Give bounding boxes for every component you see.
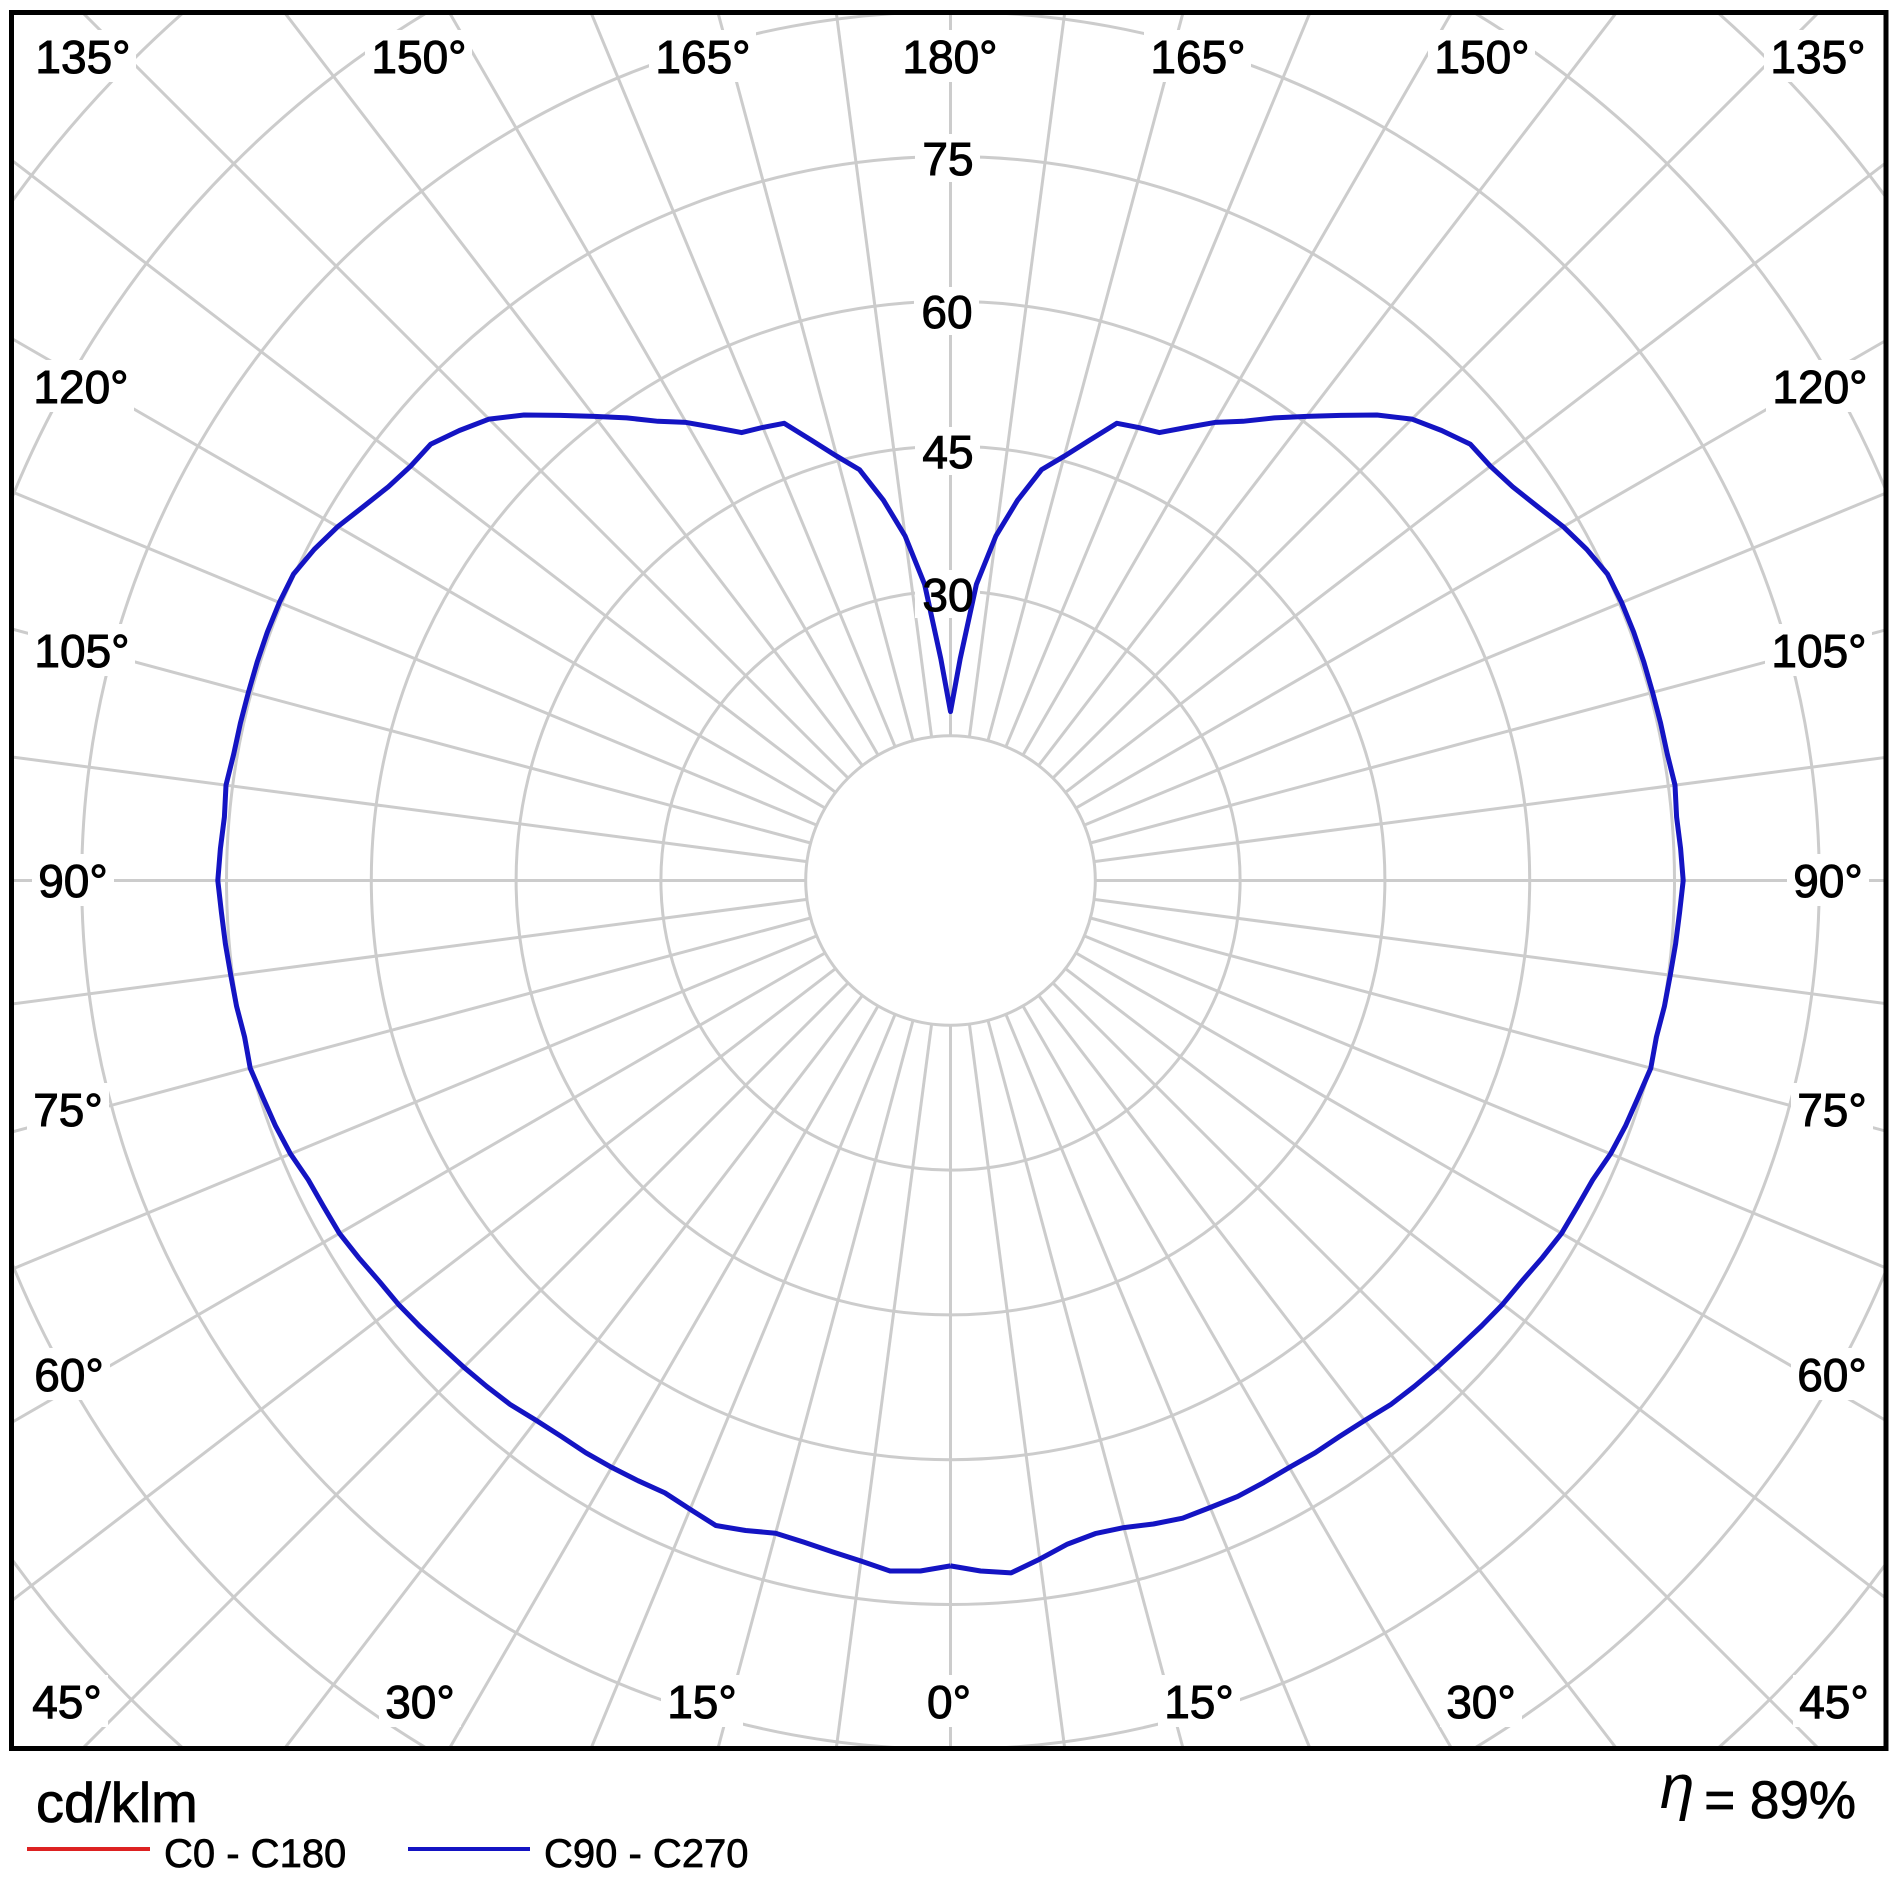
svg-text:75°: 75°	[1797, 1084, 1867, 1136]
svg-text:45: 45	[922, 426, 973, 478]
svg-text:30°: 30°	[1446, 1676, 1516, 1728]
svg-text:C90 - C270: C90 - C270	[544, 1832, 749, 1876]
svg-text:165°: 165°	[655, 31, 750, 83]
svg-text:η: η	[1660, 1753, 1694, 1822]
svg-text:75: 75	[922, 133, 973, 185]
svg-text:0°: 0°	[927, 1676, 971, 1728]
svg-text:150°: 150°	[1434, 31, 1529, 83]
svg-text:165°: 165°	[1150, 31, 1245, 83]
svg-text:= 89%: = 89%	[1704, 1771, 1856, 1830]
svg-text:105°: 105°	[1771, 625, 1866, 677]
svg-text:135°: 135°	[1770, 31, 1865, 83]
svg-text:15°: 15°	[667, 1676, 737, 1728]
svg-text:120°: 120°	[1772, 361, 1867, 413]
svg-text:60°: 60°	[1797, 1349, 1867, 1401]
svg-text:120°: 120°	[33, 361, 128, 413]
svg-text:75°: 75°	[33, 1084, 103, 1136]
svg-text:30: 30	[922, 569, 973, 621]
svg-text:180°: 180°	[902, 31, 997, 83]
svg-text:90°: 90°	[1793, 855, 1863, 907]
svg-text:105°: 105°	[34, 625, 129, 677]
svg-text:45°: 45°	[32, 1676, 102, 1728]
svg-text:15°: 15°	[1164, 1676, 1234, 1728]
svg-text:cd/klm: cd/klm	[36, 1771, 198, 1834]
svg-text:90°: 90°	[38, 855, 108, 907]
svg-text:30°: 30°	[385, 1676, 455, 1728]
svg-text:60: 60	[921, 286, 972, 338]
svg-text:135°: 135°	[35, 31, 130, 83]
svg-text:150°: 150°	[371, 31, 466, 83]
svg-text:45°: 45°	[1799, 1676, 1869, 1728]
svg-text:60°: 60°	[34, 1349, 104, 1401]
svg-text:C0 - C180: C0 - C180	[164, 1832, 346, 1876]
